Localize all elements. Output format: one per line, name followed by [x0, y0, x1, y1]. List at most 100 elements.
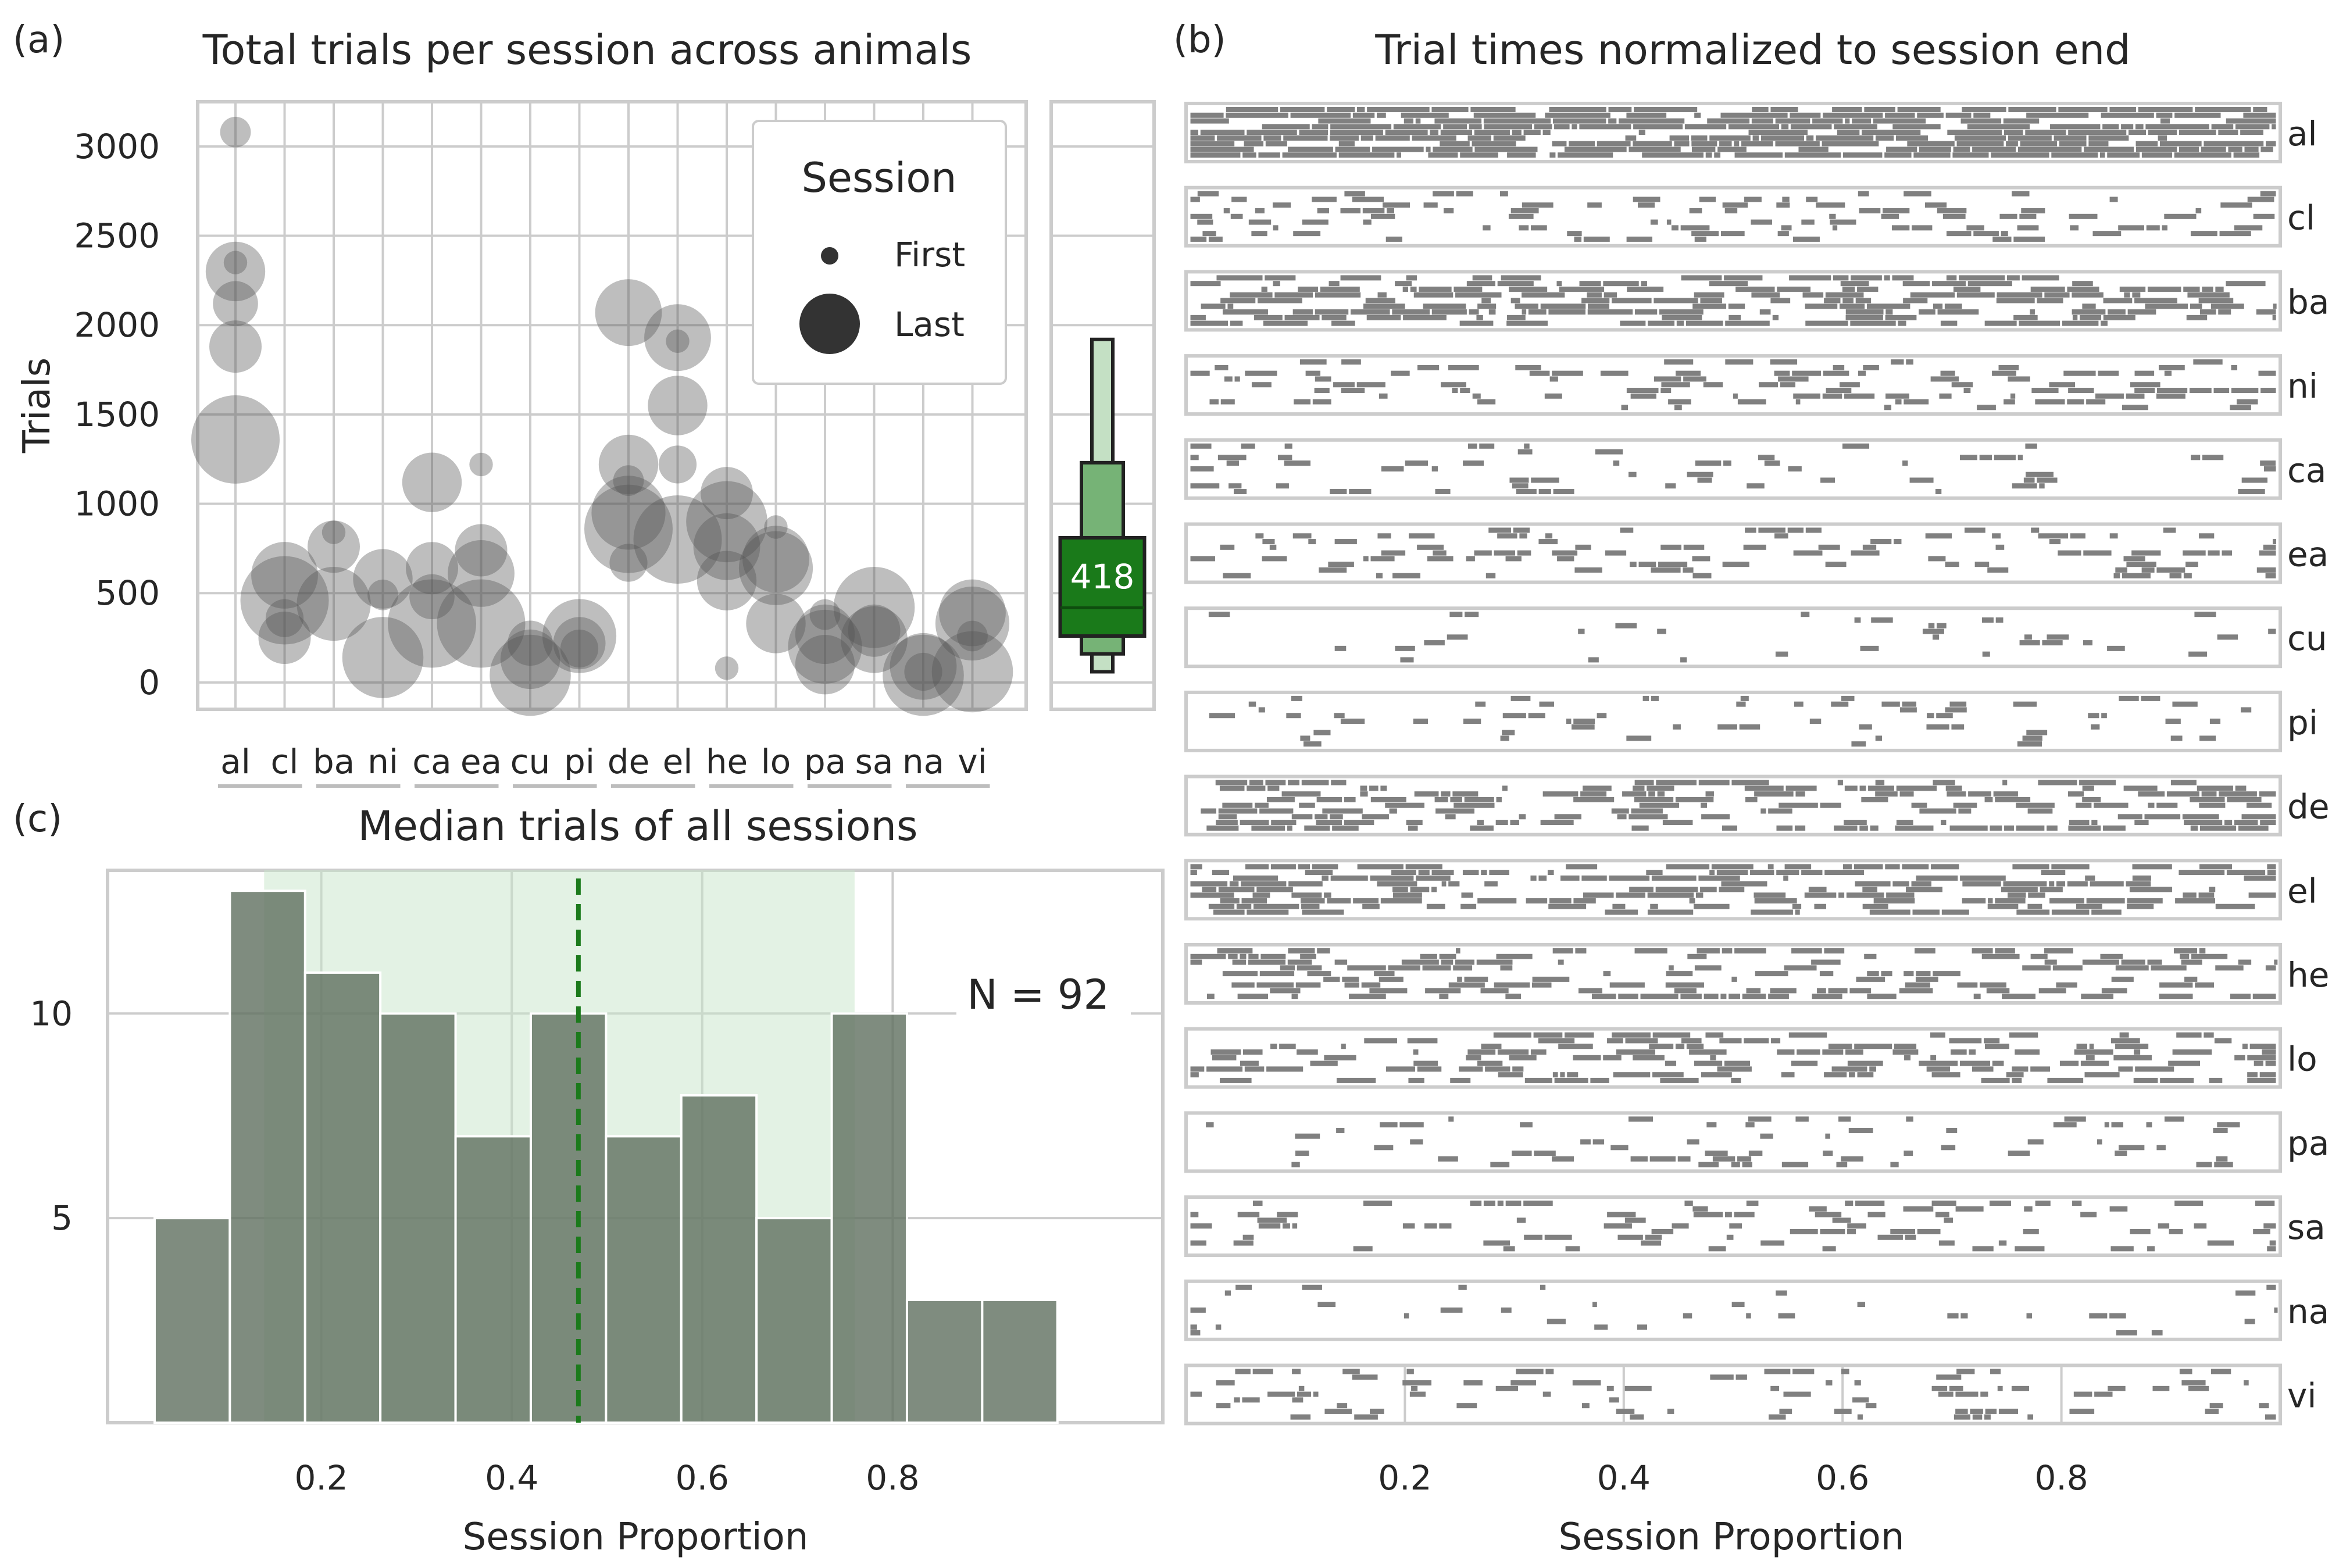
- raster-trial-mark: [2138, 791, 2165, 797]
- raster-trial-mark: [1638, 562, 1656, 567]
- raster-trial-mark: [1779, 1408, 1792, 1414]
- raster-trial-mark: [1634, 309, 1658, 315]
- raster-trial-mark: [2199, 309, 2216, 315]
- raster-trial-mark: [1970, 1408, 1983, 1414]
- raster-trial-mark: [1826, 1380, 1833, 1386]
- raster-row-label: na: [2287, 1292, 2329, 1331]
- raster-trial-mark: [1857, 1072, 1874, 1078]
- raster-trial-mark: [1809, 719, 1822, 724]
- raster-trial-mark: [1440, 130, 1473, 135]
- panel-label-c: (c): [13, 798, 62, 841]
- raster-trial-mark: [2011, 1385, 2030, 1391]
- raster-trial-mark: [2103, 315, 2135, 320]
- raster-trial-mark: [1324, 1055, 1356, 1060]
- raster-trial-mark: [2132, 292, 2141, 298]
- raster-trial-mark: [1660, 544, 1681, 550]
- raster-trial-mark: [1650, 219, 1658, 225]
- raster-trial-mark: [1315, 292, 1361, 298]
- raster-trial-mark: [1303, 741, 1322, 747]
- raster-trial-mark: [1249, 780, 1263, 785]
- raster-trial-mark: [2056, 982, 2077, 988]
- raster-trial-mark: [1190, 281, 1221, 287]
- raster-trial-mark: [2054, 135, 2087, 141]
- raster-trial-mark: [1651, 567, 1681, 573]
- raster-trial-mark: [1857, 1414, 1863, 1420]
- raster-trial-mark: [2040, 887, 2063, 892]
- raster-trial-mark: [1845, 1201, 1854, 1206]
- raster-trial-mark: [1295, 982, 1321, 988]
- scatter-y-tick-label: 2000: [74, 305, 160, 345]
- scatter-point: [448, 540, 515, 607]
- raster-trial-mark: [1565, 1246, 1580, 1252]
- raster-trial-mark: [1725, 320, 1770, 326]
- raster-trial-mark: [1652, 1032, 1691, 1038]
- raster-trial-mark: [1658, 562, 1688, 567]
- raster-trial-mark: [1818, 544, 1840, 550]
- raster-trial-mark: [1477, 399, 1496, 405]
- raster-trial-mark: [1315, 309, 1349, 315]
- raster-trial-mark: [1217, 135, 1262, 141]
- raster-trial-mark: [1945, 785, 1962, 791]
- raster-trial-mark: [2190, 825, 2198, 831]
- raster-trial-mark: [2258, 370, 2276, 376]
- raster-trial-mark: [1372, 147, 1424, 152]
- raster-trial-mark: [1270, 1044, 1277, 1049]
- raster-trial-mark: [1724, 1060, 1751, 1066]
- raster-trial-mark: [1557, 556, 1574, 562]
- raster-trial-mark: [1220, 298, 1256, 303]
- raster-trial-mark: [1462, 870, 1479, 876]
- raster-trial-mark: [1626, 735, 1652, 741]
- raster-trial-mark: [1984, 320, 2017, 326]
- raster-trial-mark: [1244, 1066, 1265, 1072]
- raster-trial-mark: [1552, 370, 1583, 376]
- raster-trial-mark: [1312, 864, 1338, 870]
- raster-trial-mark: [1190, 1330, 1201, 1336]
- raster-trial-mark: [2094, 802, 2129, 808]
- raster-trial-mark: [1683, 1313, 1692, 1319]
- raster-trial-mark: [1957, 982, 1978, 988]
- raster-trial-mark: [1554, 1077, 1588, 1083]
- histogram-n-annotation: N = 92: [967, 971, 1109, 1019]
- raster-trial-mark: [1400, 657, 1414, 663]
- raster-trial-mark: [1377, 533, 1391, 539]
- raster-trial-mark: [1691, 135, 1708, 141]
- raster-trial-mark: [1273, 281, 1280, 287]
- raster-trial-mark: [1660, 1077, 1699, 1083]
- raster-trial-mark: [2091, 909, 2122, 915]
- raster-trial-mark: [1190, 864, 1202, 870]
- raster-trial-mark: [2004, 399, 2015, 405]
- raster-trial-mark: [1959, 275, 2005, 281]
- raster-trial-mark: [1549, 107, 1606, 112]
- raster-trial-mark: [1988, 898, 1993, 903]
- raster-trial-mark: [1724, 275, 1763, 281]
- raster-trial-mark: [1248, 701, 1256, 707]
- raster-trial-mark: [1455, 292, 1502, 298]
- raster-trial-mark: [1984, 1038, 2000, 1044]
- raster-trial-mark: [1995, 544, 2005, 550]
- raster-x-tick-label: 0.6: [1816, 1458, 1869, 1498]
- raster-trial-mark: [1313, 730, 1331, 735]
- raster-row: ba: [1184, 270, 2329, 332]
- raster-trial-mark: [1477, 898, 1517, 903]
- scatter-y-axis-label: Trials: [16, 358, 59, 453]
- raster-trial-mark: [1344, 820, 1374, 826]
- raster-trial-mark: [1497, 281, 1534, 287]
- raster-trial-mark: [1516, 1369, 1544, 1374]
- raster-trial-mark: [2068, 825, 2101, 831]
- raster-trial-mark: [1418, 870, 1430, 876]
- raster-trial-mark: [1414, 791, 1439, 797]
- raster-trial-mark: [1295, 1133, 1320, 1139]
- raster-trial-mark: [1665, 483, 1676, 489]
- raster-trial-mark: [1752, 135, 1759, 141]
- raster-trial-mark: [1686, 1044, 1704, 1049]
- raster-trial-mark: [1734, 1212, 1755, 1217]
- raster-trial-mark: [1797, 1049, 1820, 1055]
- raster-trial-mark: [1805, 320, 1848, 326]
- raster-trial-mark: [2088, 135, 2129, 141]
- raster-trial-mark: [1705, 791, 1714, 797]
- raster-trial-mark: [1828, 1044, 1852, 1049]
- raster-trial-mark: [2013, 315, 2038, 320]
- raster-trial-mark: [1710, 1055, 1716, 1060]
- scatter-point: [746, 594, 806, 653]
- raster-trial-mark: [1298, 286, 1318, 292]
